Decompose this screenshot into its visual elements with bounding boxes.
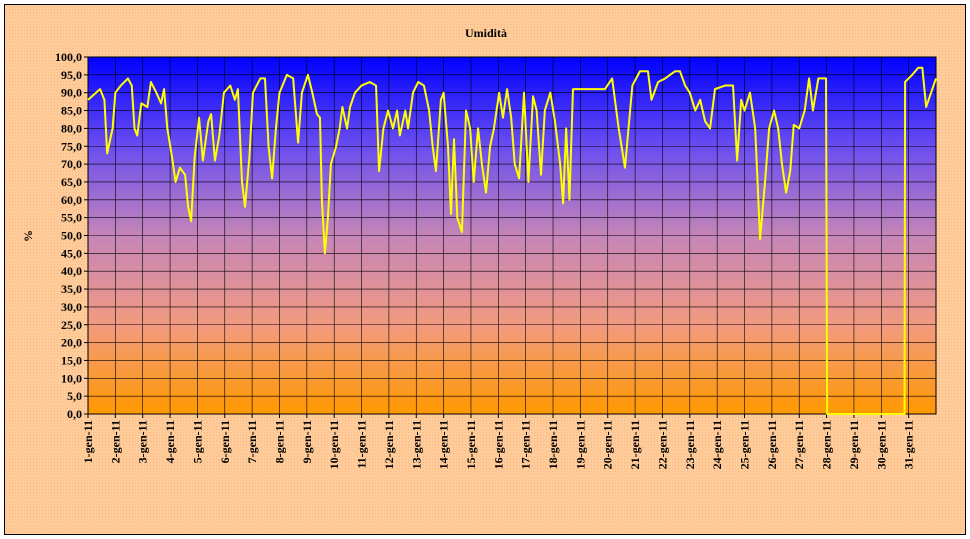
x-tick-label: 1-gen-11 — [81, 420, 95, 463]
y-tick-label: 75,0 — [61, 139, 82, 153]
x-tick-label: 7-gen-11 — [245, 420, 259, 463]
x-tick-label: 30-gen-11 — [874, 420, 888, 469]
y-tick-label: 20,0 — [61, 336, 82, 350]
x-tick-label: 3-gen-11 — [136, 420, 150, 463]
tick-labels: 0,0 5,0 10,0 15,0 20,0 25,0 30,0 35,0 40,0 45,0 50… — [55, 50, 916, 469]
x-tick-label: 22-gen-11 — [655, 420, 669, 469]
y-tick-label: 10,0 — [61, 371, 82, 385]
y-tick-label: 80,0 — [61, 121, 82, 135]
x-tick-label: 4-gen-11 — [163, 420, 177, 463]
x-tick-label: 8-gen-11 — [272, 420, 286, 463]
x-tick-label: 14-gen-11 — [437, 420, 451, 469]
x-tick-label: 11-gen-11 — [355, 420, 369, 469]
x-tick-label: 23-gen-11 — [683, 420, 697, 469]
x-tick-label: 19-gen-11 — [573, 420, 587, 469]
x-tick-label: 2-gen-11 — [108, 420, 122, 463]
y-tick-label: 55,0 — [61, 211, 82, 225]
y-tick-label: 70,0 — [61, 157, 82, 171]
lines — [87, 66, 937, 415]
x-tick-label: 27-gen-11 — [792, 420, 806, 469]
y-tick-label: 60,0 — [61, 193, 82, 207]
y-tick-label: 25,0 — [61, 318, 82, 332]
x-tick-label: 28-gen-11 — [820, 420, 834, 469]
data-line — [87, 66, 937, 415]
x-tick-label: 17-gen-11 — [519, 420, 533, 469]
grid — [84, 56, 937, 418]
x-tick-label: 10-gen-11 — [327, 420, 341, 469]
y-tick-label: 95,0 — [61, 68, 82, 82]
y-tick-label: 45,0 — [61, 246, 82, 260]
x-tick-label: 29-gen-11 — [847, 420, 861, 469]
y-tick-label: 50,0 — [61, 229, 82, 243]
y-tick-label: 35,0 — [61, 282, 82, 296]
y-tick-label: 15,0 — [61, 353, 82, 367]
x-tick-label: 21-gen-11 — [628, 420, 642, 469]
x-tick-label: 24-gen-11 — [710, 420, 724, 469]
y-tick-label: 85,0 — [61, 104, 82, 118]
y-tick-label: 100,0 — [55, 50, 82, 64]
x-tick-label: 20-gen-11 — [601, 420, 615, 469]
y-tick-label: 0,0 — [67, 407, 82, 421]
y-tick-label: 30,0 — [61, 300, 82, 314]
x-tick-label: 9-gen-11 — [300, 420, 314, 463]
x-tick-label: 31-gen-11 — [902, 420, 916, 469]
x-tick-label: 25-gen-11 — [738, 420, 752, 469]
x-tick-label: 13-gen-11 — [409, 420, 423, 469]
x-tick-label: 5-gen-11 — [190, 420, 204, 463]
y-tick-label: 40,0 — [61, 264, 82, 278]
y-tick-label: 65,0 — [61, 175, 82, 189]
x-tick-label: 15-gen-11 — [464, 420, 478, 469]
x-tick-label: 12-gen-11 — [382, 420, 396, 469]
y-tick-label: 5,0 — [67, 389, 82, 403]
y-axis-label: % — [21, 230, 35, 242]
x-tick-label: 18-gen-11 — [546, 420, 560, 469]
x-tick-label: 6-gen-11 — [218, 420, 232, 463]
x-tick-label: 16-gen-11 — [491, 420, 505, 469]
chart-title: Umidità — [465, 26, 507, 40]
plot-border — [87, 56, 937, 415]
y-tick-label: 90,0 — [61, 86, 82, 100]
x-tick-label: 26-gen-11 — [765, 420, 779, 469]
